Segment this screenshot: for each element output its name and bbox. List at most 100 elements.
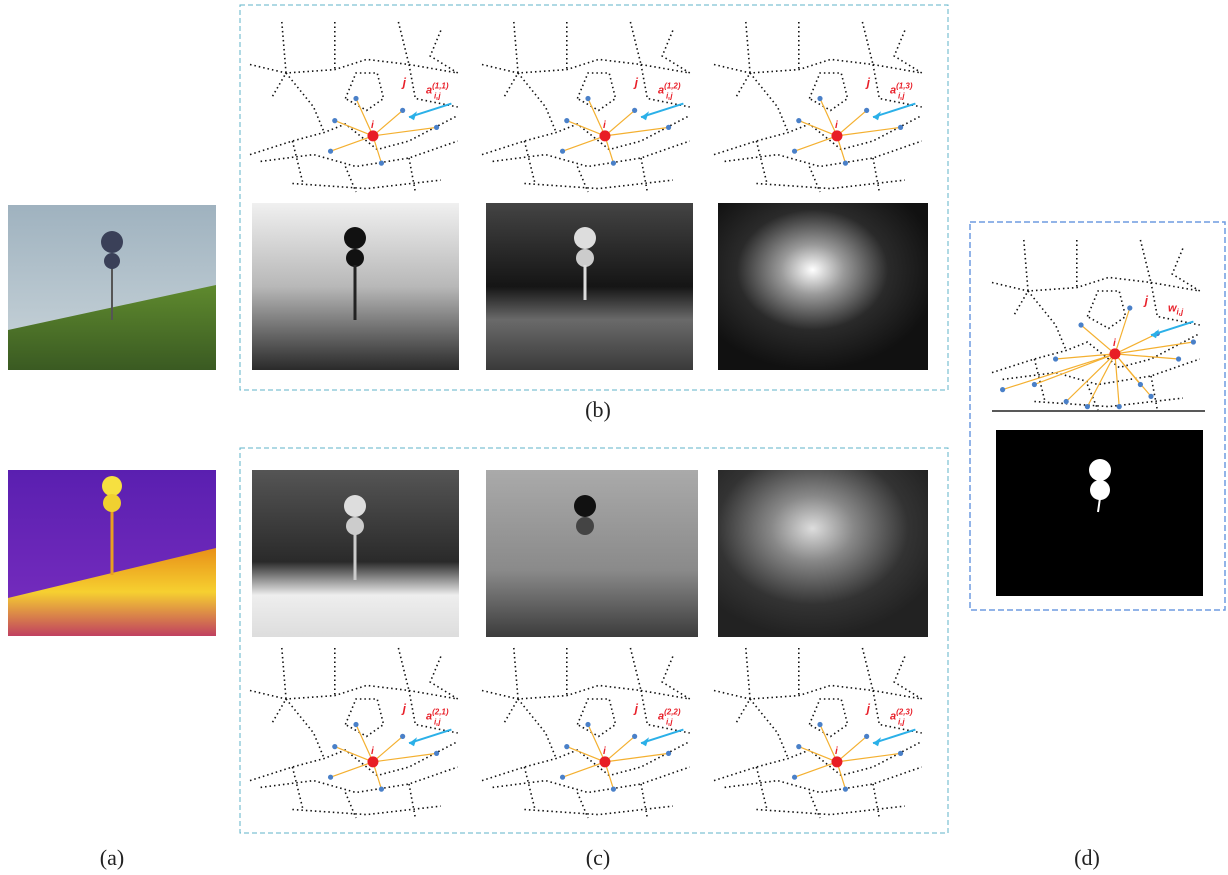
cell-boundary xyxy=(641,158,647,192)
neighbor-node xyxy=(1085,404,1090,409)
edge xyxy=(1115,354,1140,385)
cell-boundary xyxy=(345,699,383,736)
weight-superscript: (2,1) xyxy=(432,707,449,716)
weight-subscript: i,j xyxy=(666,717,673,726)
neighbor-node xyxy=(1053,356,1058,361)
feature-map xyxy=(718,203,928,370)
thermal-image xyxy=(8,470,216,636)
feature-map xyxy=(252,470,459,637)
cell-boundary xyxy=(345,73,383,110)
feature-map xyxy=(486,203,693,370)
weight-subscript: i,j xyxy=(898,91,905,100)
cell-boundary xyxy=(725,767,922,793)
node-label: i xyxy=(603,120,606,131)
cell-boundary xyxy=(894,31,922,74)
neighbor-node xyxy=(666,125,671,130)
weight-superscript: (1,1) xyxy=(432,81,449,90)
neighbor-node xyxy=(400,734,405,739)
cell-boundary xyxy=(292,767,303,810)
edge xyxy=(563,136,605,151)
neighbor-node xyxy=(379,787,384,792)
neighbor-node xyxy=(864,734,869,739)
cell-boundary xyxy=(809,167,820,193)
weight-subscript: i,j xyxy=(434,717,441,726)
node-label: i xyxy=(371,746,374,757)
weight-label: wi,j xyxy=(1168,302,1184,316)
cell-boundary xyxy=(992,277,1200,291)
panel-label: (c) xyxy=(586,845,610,870)
cell-boundary xyxy=(735,22,750,99)
neighbor-node xyxy=(792,149,797,154)
cell-boundary xyxy=(518,73,556,133)
neighbor-node xyxy=(564,744,569,749)
center-node xyxy=(599,130,610,141)
center-node xyxy=(599,756,610,767)
edge xyxy=(1115,308,1130,354)
cell-boundary xyxy=(862,648,873,691)
weight-superscript: (1,2) xyxy=(664,81,681,90)
neighbor-node xyxy=(1127,305,1132,310)
neighbor-node xyxy=(328,149,333,154)
cell-boundary xyxy=(345,167,356,193)
neighbor-node xyxy=(611,161,616,166)
cell-boundary xyxy=(250,742,458,781)
cell-boundary xyxy=(809,699,847,736)
neighbor-node xyxy=(843,161,848,166)
weight-subscript: i,j xyxy=(898,717,905,726)
cell-boundary xyxy=(714,742,922,781)
cell-boundary xyxy=(430,657,458,700)
edge xyxy=(1115,354,1119,407)
weight-subscript: i,j xyxy=(434,91,441,100)
cell-boundary xyxy=(271,648,286,725)
neighbor-node xyxy=(1191,339,1196,344)
weight-label: a(1,3)i,j xyxy=(890,81,913,100)
neighbor-node xyxy=(1064,399,1069,404)
neighbor-node xyxy=(332,118,337,123)
neighbor-node xyxy=(379,161,384,166)
neighbor-node xyxy=(796,744,801,749)
neighbor-node xyxy=(1000,387,1005,392)
cell-boundary xyxy=(398,648,409,691)
neighbor-node xyxy=(817,722,822,727)
cell-boundary xyxy=(292,806,440,815)
neighbor-node xyxy=(434,751,439,756)
cell-boundary xyxy=(577,167,588,193)
center-node xyxy=(367,756,378,767)
cell-boundary xyxy=(862,22,873,65)
cell-boundary xyxy=(250,685,458,699)
graph: jia(1,1)i,j xyxy=(250,22,458,192)
neighbor-node xyxy=(332,744,337,749)
edge xyxy=(331,136,373,151)
cell-boundary xyxy=(756,141,767,184)
cell-boundary xyxy=(286,73,324,133)
cell-boundary xyxy=(1028,291,1066,351)
cell-boundary xyxy=(1151,376,1157,410)
cell-boundary xyxy=(725,141,922,167)
neighbor-node xyxy=(1117,404,1122,409)
cell-boundary xyxy=(577,73,615,110)
cell-boundary xyxy=(630,648,641,691)
cell-boundary xyxy=(261,767,458,793)
cell-boundary xyxy=(735,648,750,725)
node-label: j xyxy=(865,702,871,716)
center-node xyxy=(831,130,842,141)
edge xyxy=(563,762,605,777)
cell-boundary xyxy=(482,116,690,155)
cell-boundary xyxy=(577,793,588,819)
cell-boundary xyxy=(271,22,286,99)
cell-boundary xyxy=(518,699,556,759)
neighbor-node xyxy=(666,751,671,756)
cell-boundary xyxy=(873,784,879,818)
cell-boundary xyxy=(524,180,672,189)
neighbor-node xyxy=(796,118,801,123)
node-label: i xyxy=(835,746,838,757)
neighbor-node xyxy=(564,118,569,123)
neighbor-node xyxy=(632,734,637,739)
panel-label: (d) xyxy=(1074,845,1100,870)
cell-boundary xyxy=(493,767,690,793)
neighbor-node xyxy=(434,125,439,130)
neighbor-node xyxy=(817,96,822,101)
cell-boundary xyxy=(493,141,690,167)
cell-boundary xyxy=(756,806,904,815)
cell-boundary xyxy=(524,141,535,184)
